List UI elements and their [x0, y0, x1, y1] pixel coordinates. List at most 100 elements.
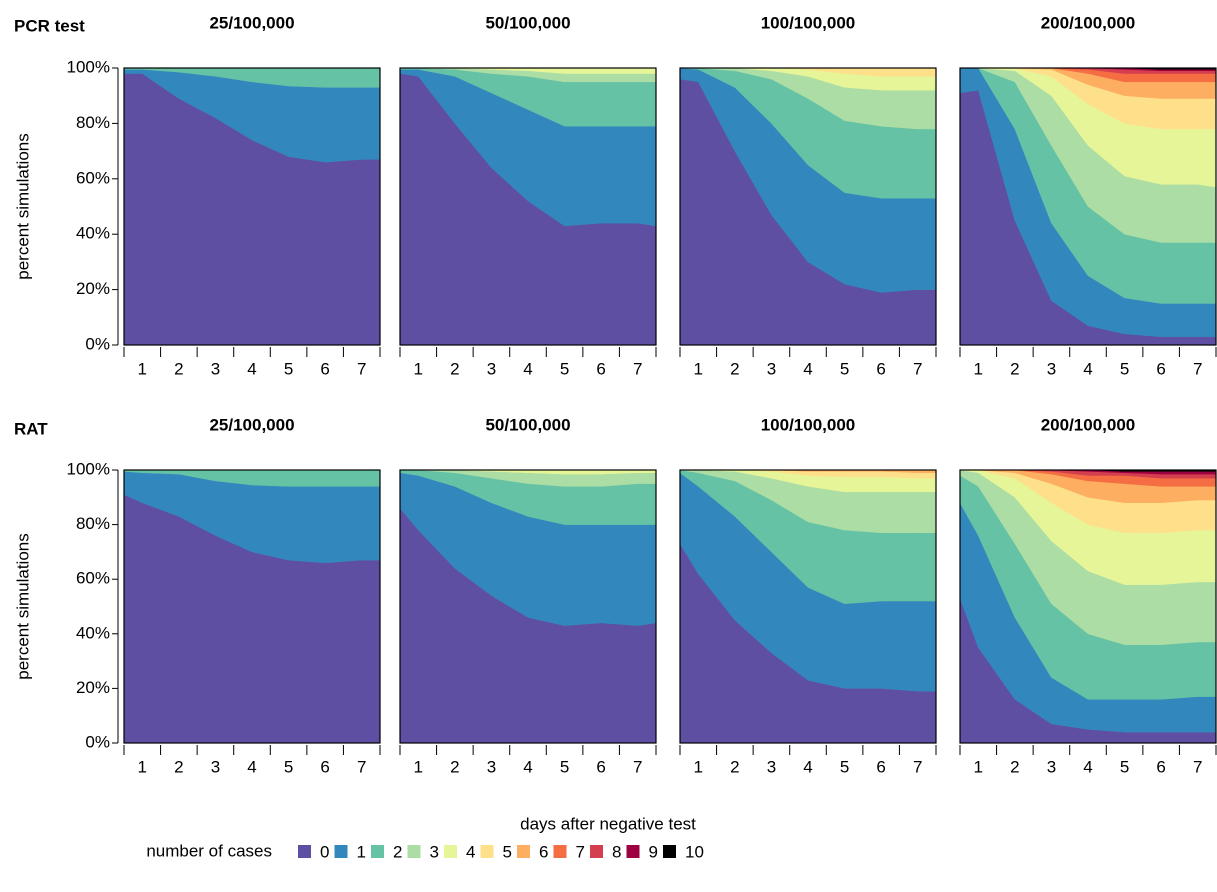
x-tick-label: 4 [523, 757, 532, 776]
x-tick-label: 2 [730, 359, 739, 378]
x-tick-label: 7 [357, 757, 366, 776]
y-tick-label: 100% [67, 459, 110, 478]
legend-label: 6 [539, 842, 548, 861]
legend-swatch [444, 845, 457, 858]
legend-swatch [407, 845, 421, 858]
x-tick-label: 6 [320, 359, 329, 378]
y-axis-label: percent simulations [13, 133, 32, 279]
x-tick-label: 2 [450, 757, 459, 776]
panel-frame [959, 469, 1217, 744]
panel-title: 100/100,000 [761, 415, 856, 434]
x-tick-label: 5 [560, 359, 569, 378]
x-tick-label: 7 [357, 359, 366, 378]
panel-frame [123, 469, 381, 744]
x-tick-label: 6 [1156, 757, 1165, 776]
panel-title: 200/100,000 [1041, 415, 1136, 434]
x-tick-label: 2 [174, 359, 183, 378]
legend-swatch [626, 845, 640, 858]
x-tick-label: 1 [138, 359, 147, 378]
legend-label: 2 [393, 842, 402, 861]
x-tick-label: 6 [596, 757, 605, 776]
legend-swatch [517, 845, 530, 858]
panel-title: 50/100,000 [485, 415, 570, 434]
x-axis-label: days after negative test [520, 814, 696, 833]
x-tick-label: 1 [694, 757, 703, 776]
x-tick-label: 1 [414, 359, 423, 378]
x-tick-label: 5 [284, 359, 293, 378]
panel-title: 200/100,000 [1041, 13, 1136, 32]
x-tick-label: 5 [1120, 757, 1129, 776]
legend-label: 9 [649, 842, 658, 861]
panel-title: 100/100,000 [761, 13, 856, 32]
legend-swatch [663, 845, 676, 858]
x-tick-label: 4 [523, 359, 532, 378]
panel-frame [959, 67, 1217, 346]
y-tick-label: 0% [85, 732, 110, 751]
x-tick-label: 3 [767, 359, 776, 378]
y-tick-label: 60% [76, 569, 110, 588]
legend-swatch [334, 845, 348, 858]
x-tick-label: 1 [974, 359, 983, 378]
panel-frame [399, 67, 657, 346]
x-tick-label: 3 [487, 359, 496, 378]
legend-swatch [553, 845, 567, 858]
x-tick-label: 7 [1193, 757, 1202, 776]
x-tick-label: 4 [1083, 359, 1092, 378]
x-tick-label: 7 [633, 757, 642, 776]
y-tick-label: 80% [76, 113, 110, 132]
panel-frame [123, 67, 381, 346]
legend-label: 3 [430, 842, 439, 861]
legend-label: 5 [503, 842, 512, 861]
legend-swatch [298, 845, 311, 858]
y-tick-label: 40% [76, 623, 110, 642]
panel-frame [679, 67, 937, 346]
x-tick-label: 7 [633, 359, 642, 378]
x-tick-label: 6 [596, 359, 605, 378]
x-tick-label: 2 [1010, 757, 1019, 776]
x-tick-label: 4 [1083, 757, 1092, 776]
y-tick-label: 20% [76, 279, 110, 298]
x-tick-label: 3 [767, 757, 776, 776]
panel-frame [679, 469, 937, 744]
y-tick-label: 0% [85, 334, 110, 353]
panel-title: 25/100,000 [209, 415, 294, 434]
row-label: RAT [14, 419, 48, 438]
legend-swatch [371, 845, 384, 858]
legend-title: number of cases [146, 841, 272, 860]
y-tick-label: 60% [76, 168, 110, 187]
legend-label: 8 [612, 842, 621, 861]
x-tick-label: 5 [560, 757, 569, 776]
panel-title: 50/100,000 [485, 13, 570, 32]
panel-title: 25/100,000 [209, 13, 294, 32]
x-tick-label: 3 [1047, 757, 1056, 776]
x-tick-label: 7 [1193, 359, 1202, 378]
x-tick-label: 2 [730, 757, 739, 776]
x-tick-label: 6 [1156, 359, 1165, 378]
x-tick-label: 5 [1120, 359, 1129, 378]
y-tick-label: 80% [76, 514, 110, 533]
x-tick-label: 6 [876, 757, 885, 776]
x-tick-label: 1 [974, 757, 983, 776]
x-tick-label: 6 [876, 359, 885, 378]
x-tick-label: 4 [247, 359, 256, 378]
legend-label: 10 [685, 842, 704, 861]
x-tick-label: 2 [450, 359, 459, 378]
legend-label: 4 [466, 842, 475, 861]
legend-label: 1 [357, 842, 366, 861]
x-tick-label: 2 [174, 757, 183, 776]
x-tick-label: 3 [211, 359, 220, 378]
x-tick-label: 4 [803, 757, 812, 776]
x-tick-label: 4 [803, 359, 812, 378]
y-tick-label: 20% [76, 678, 110, 697]
x-tick-label: 5 [284, 757, 293, 776]
y-tick-label: 40% [76, 224, 110, 243]
x-tick-label: 5 [840, 757, 849, 776]
x-tick-label: 1 [414, 757, 423, 776]
legend-swatch [480, 845, 494, 858]
x-tick-label: 5 [840, 359, 849, 378]
x-tick-label: 3 [487, 757, 496, 776]
row-label: PCR test [14, 16, 85, 35]
x-tick-label: 3 [211, 757, 220, 776]
